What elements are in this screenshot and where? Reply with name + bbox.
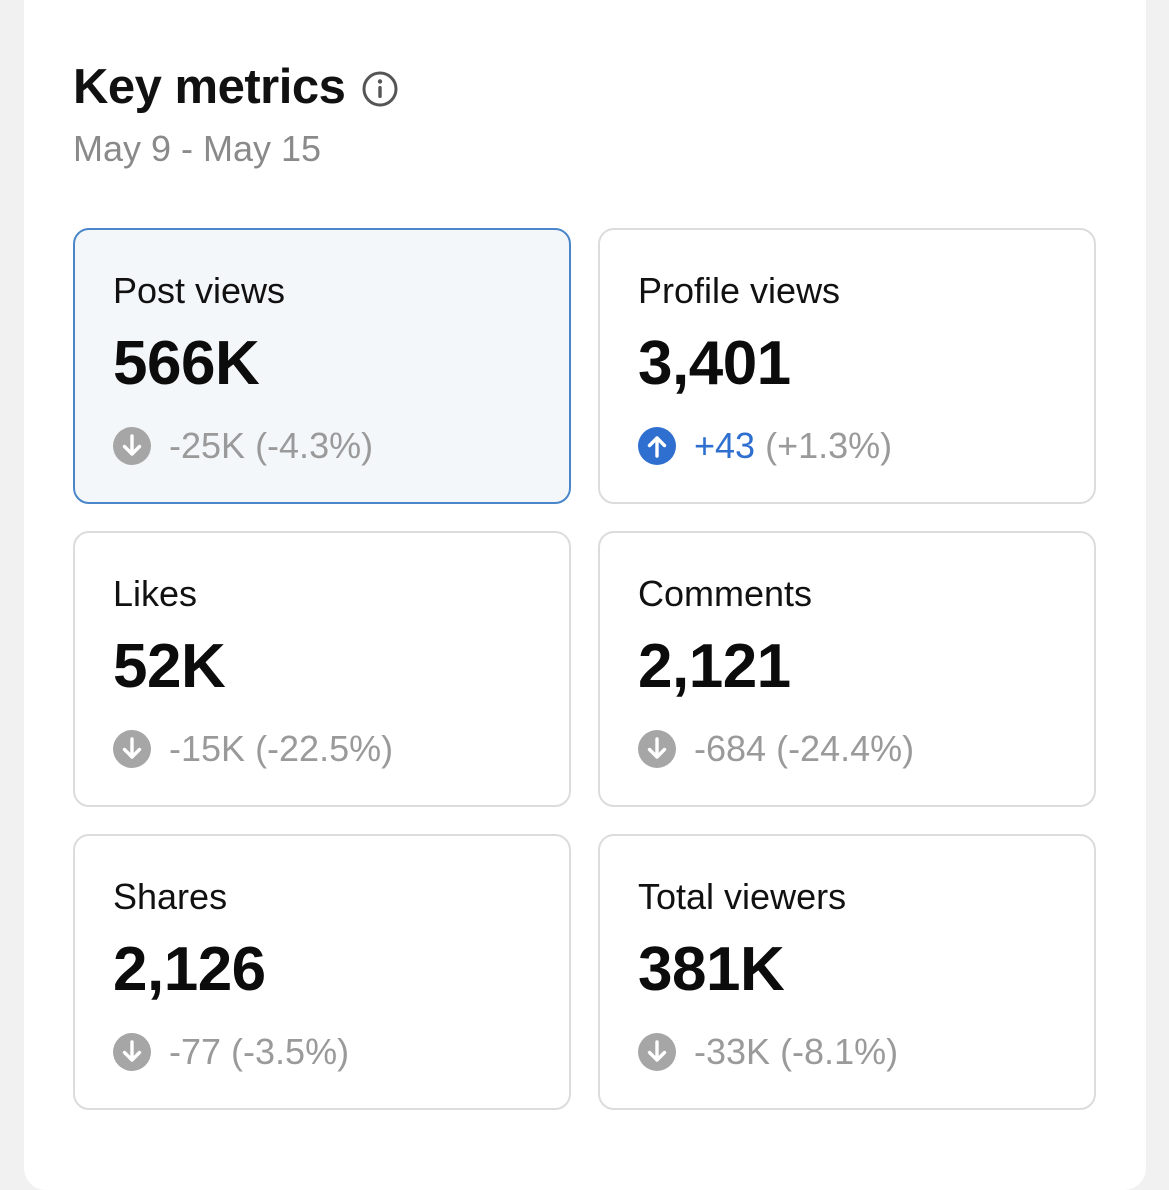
metric-label: Total viewers — [638, 876, 847, 917]
metric-value: 2,121 — [638, 632, 791, 701]
metric-value: 381K — [638, 935, 785, 1004]
metric-value: 3,401 — [638, 329, 791, 398]
arrow-down-circle-icon — [638, 1033, 676, 1071]
metric-label: Shares — [113, 876, 228, 917]
metric-label: Profile views — [638, 270, 841, 311]
metric-percent: (+1.3%) — [765, 425, 893, 466]
metric-change: -15K (-22.5%) — [113, 729, 393, 769]
arrow-down-circle-icon — [113, 427, 151, 465]
arrow-down-circle-icon — [638, 730, 676, 768]
metric-value: 566K — [113, 329, 260, 398]
metric-value: 52K — [113, 632, 226, 701]
metric-delta: -684 — [694, 728, 767, 769]
metric-card-comments[interactable]: Comments 2,121 -684 (-24.4%) — [598, 531, 1096, 807]
metric-card-post-views[interactable]: Post views 566K -25K (-4.3%) — [73, 228, 571, 504]
metric-card-shares[interactable]: Shares 2,126 -77 (-3.5%) — [73, 834, 571, 1110]
metric-change: -33K (-8.1%) — [638, 1032, 898, 1072]
metric-value: 2,126 — [113, 935, 266, 1004]
metric-label: Likes — [113, 573, 198, 614]
metric-percent: (-3.5%) — [231, 1031, 350, 1072]
metric-delta: -33K — [694, 1031, 771, 1072]
info-icon[interactable] — [361, 70, 399, 108]
metric-percent: (-4.3%) — [255, 425, 374, 466]
arrow-down-circle-icon — [113, 1033, 151, 1071]
arrow-up-circle-icon — [638, 427, 676, 465]
metric-card-likes[interactable]: Likes 52K -15K (-22.5%) — [73, 531, 571, 807]
arrow-down-circle-icon — [113, 730, 151, 768]
metric-label: Post views — [113, 270, 286, 311]
metric-delta: +43 — [694, 425, 756, 466]
metric-label: Comments — [638, 573, 813, 614]
metric-change: -684 (-24.4%) — [638, 729, 914, 769]
metric-percent: (-24.4%) — [776, 728, 915, 769]
metric-delta: -15K — [169, 728, 246, 769]
metric-percent: (-8.1%) — [780, 1031, 899, 1072]
panel-header: Key metrics — [73, 58, 399, 116]
metric-card-total-viewers[interactable]: Total viewers 381K -33K (-8.1%) — [598, 834, 1096, 1110]
date-range: May 9 - May 15 — [73, 128, 322, 169]
metric-change: -77 (-3.5%) — [113, 1032, 349, 1072]
metric-change: +43 (+1.3%) — [638, 426, 892, 466]
page-title: Key metrics — [73, 60, 346, 114]
metric-card-profile-views[interactable]: Profile views 3,401 +43 (+1.3%) — [598, 228, 1096, 504]
metric-change: -25K (-4.3%) — [113, 426, 373, 466]
metric-delta: -77 — [169, 1031, 222, 1072]
metric-delta: -25K — [169, 425, 246, 466]
metric-percent: (-22.5%) — [255, 728, 394, 769]
